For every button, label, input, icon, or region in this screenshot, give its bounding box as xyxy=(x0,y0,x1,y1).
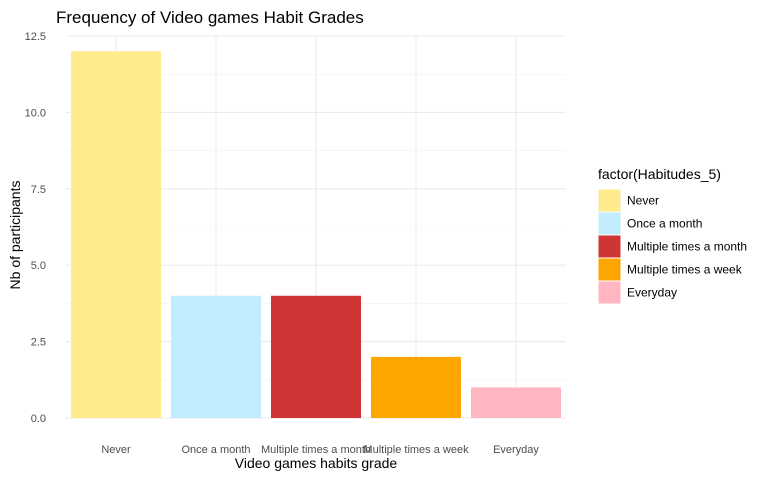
x-tick-label: Multiple times a week xyxy=(363,444,469,456)
legend-label: Never xyxy=(627,194,659,208)
x-tick-label: Multiple times a month xyxy=(261,444,371,456)
x-axis-title: Video games habits grade xyxy=(235,455,398,471)
bar xyxy=(471,387,561,418)
bars xyxy=(71,51,561,418)
legend-key xyxy=(598,189,621,212)
y-tick-label: 2.5 xyxy=(31,337,46,349)
legend-key xyxy=(598,258,621,281)
legend-label: Multiple times a month xyxy=(627,240,747,254)
chart-title: Frequency of Video games Habit Grades xyxy=(56,8,364,27)
bar xyxy=(71,51,161,418)
legend-label: Multiple times a week xyxy=(627,263,743,277)
y-axis-title: Nb of participants xyxy=(7,181,23,290)
legend-key xyxy=(598,235,621,258)
legend-label: Everyday xyxy=(627,286,677,300)
y-tick-label: 7.5 xyxy=(31,184,46,196)
bar xyxy=(371,356,461,418)
y-tick-label: 12.5 xyxy=(25,31,46,43)
x-tick-label: Never xyxy=(101,444,131,456)
y-tick-label: 0.0 xyxy=(31,413,46,425)
x-tick-label: Everyday xyxy=(493,444,539,456)
x-tick-label: Once a month xyxy=(181,444,250,456)
legend-key xyxy=(598,281,621,304)
legend: Never Once a month Multiple times a month M… xyxy=(598,189,747,304)
y-axis-ticks: 0.0 2.5 5.0 7.5 10.0 12.5 xyxy=(25,31,46,425)
bar xyxy=(171,295,261,418)
y-tick-label: 10.0 xyxy=(25,107,46,119)
bar xyxy=(271,295,361,418)
y-tick-label: 5.0 xyxy=(31,260,46,272)
x-axis-ticks: Never Once a month Multiple times a monthM… xyxy=(101,444,539,456)
legend-title: factor(Habitudes_5) xyxy=(598,166,721,182)
legend-key xyxy=(598,212,621,235)
legend-label: Once a month xyxy=(627,217,702,231)
